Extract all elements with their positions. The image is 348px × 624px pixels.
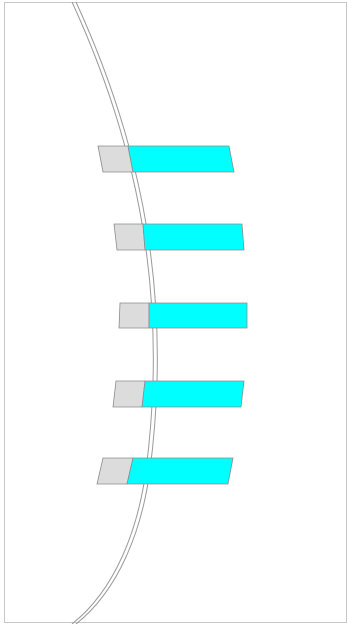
bar-1 bbox=[97, 145, 235, 173]
bar-3-inner-segment bbox=[118, 302, 150, 329]
bar-2-inner-segment bbox=[113, 223, 146, 251]
bar-5-outer-segment bbox=[126, 457, 234, 485]
bar-1-outer-segment bbox=[127, 145, 235, 173]
bar-2-outer-segment bbox=[142, 223, 245, 251]
bar-4-inner-segment bbox=[112, 380, 146, 408]
bar-1-inner-segment bbox=[97, 145, 134, 173]
bar-5 bbox=[96, 457, 234, 485]
bar-4 bbox=[112, 380, 245, 408]
bar-3 bbox=[118, 302, 248, 329]
bar-2 bbox=[113, 223, 245, 251]
bar-3-outer-segment bbox=[148, 302, 248, 329]
bar-4-outer-segment bbox=[141, 380, 245, 408]
frame-border bbox=[4, 2, 347, 623]
